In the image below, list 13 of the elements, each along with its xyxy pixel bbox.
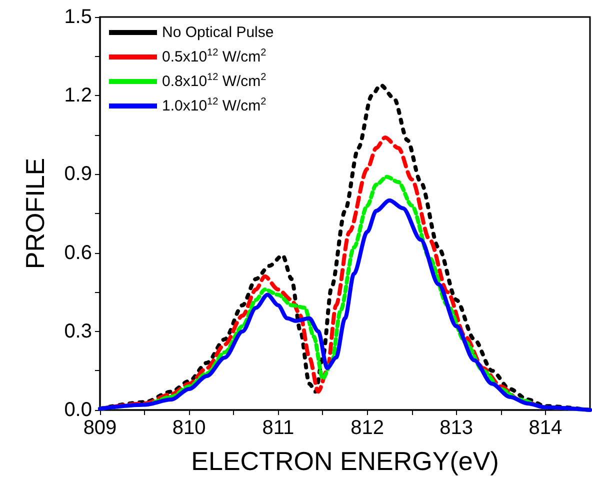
x-tick-label: 811 — [262, 417, 294, 439]
y-axis-title: PROFILE — [20, 158, 50, 270]
legend-label: No Optical Pulse — [162, 24, 274, 41]
x-tick-label: 813 — [440, 417, 474, 439]
x-tick-label: 814 — [528, 417, 562, 439]
y-tick-label: 0.3 — [64, 320, 92, 342]
y-tick-label: 1.2 — [64, 84, 92, 107]
x-tick-label: 810 — [172, 417, 206, 439]
y-tick-label: 0.9 — [64, 163, 92, 186]
x-tick-label: 812 — [350, 417, 384, 439]
x-axis-title: ELECTRON ENERGY(eV) — [191, 446, 499, 476]
y-tick-label: 0.6 — [64, 242, 92, 264]
y-tick-label: 1.5 — [64, 6, 92, 28]
